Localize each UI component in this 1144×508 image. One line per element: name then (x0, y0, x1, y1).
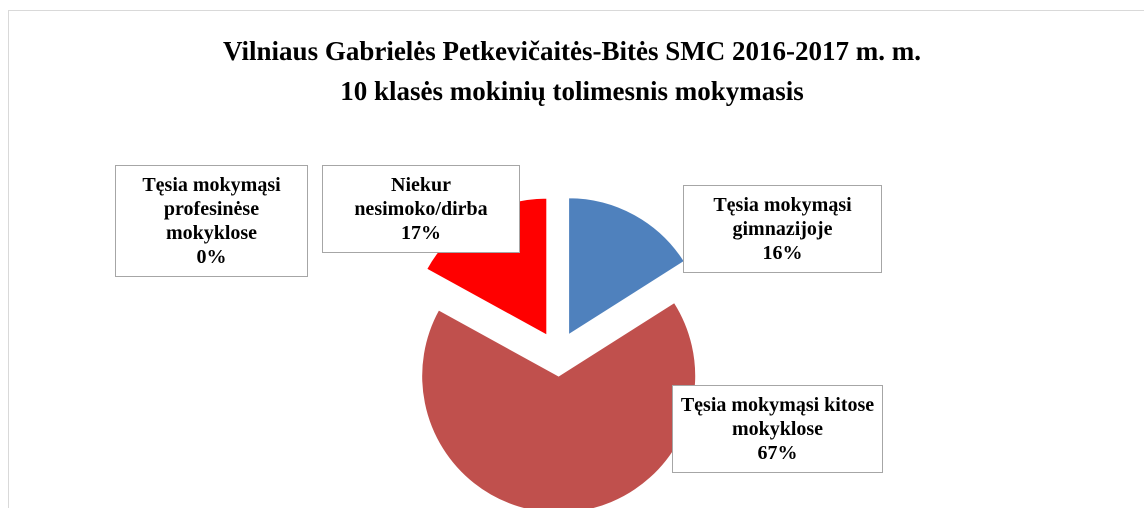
label-value: 17% (401, 222, 441, 244)
pie-slice (568, 197, 685, 336)
chart-title: Vilniaus Gabrielės Petkevičaitės-Bitės S… (223, 36, 921, 66)
chart-subtitle: 10 klasės mokinių tolimesnis mokymasis (340, 76, 804, 106)
label-value: 0% (196, 246, 227, 268)
data-label: Tęsia mokymąsi gimnazijoje 16% (683, 185, 882, 273)
label-value: 16% (762, 242, 803, 264)
label-category: Niekur nesimoko/dirba (354, 174, 488, 220)
label-category: Tęsia mokymąsi profesinėse mokyklose (142, 174, 281, 244)
pie (418, 197, 697, 508)
data-label: Niekur nesimoko/dirba 17% (322, 165, 520, 253)
data-label: Tęsia mokymąsi kitose mokyklose 67% (672, 385, 883, 473)
label-category: Tęsia mokymąsi kitose mokyklose (680, 394, 875, 440)
label-value: 67% (757, 442, 798, 464)
data-label: Tęsia mokymąsi profesinėse mokyklose 0% (115, 165, 308, 277)
label-category: Tęsia mokymąsi gimnazijoje (713, 194, 852, 240)
pie-slice (421, 301, 697, 508)
